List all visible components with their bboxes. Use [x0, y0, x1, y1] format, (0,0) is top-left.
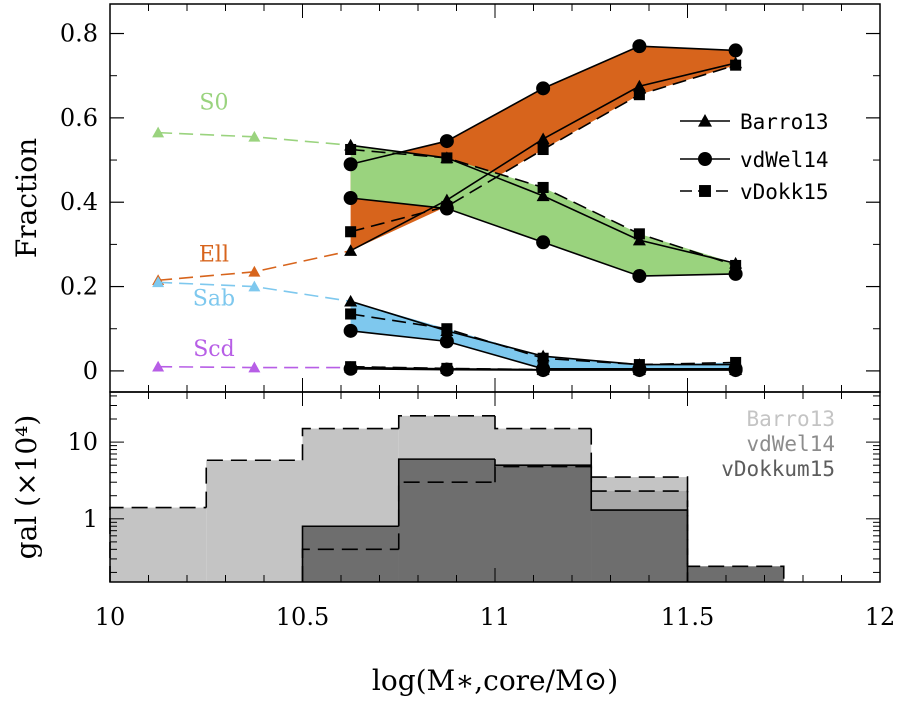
point-s0-vdokk15: [345, 143, 357, 156]
point-scd-vdokk15: [633, 364, 645, 376]
point-s0-vdokk15: [730, 259, 742, 272]
point-ell-vdokk15: [633, 89, 645, 101]
point-ell-vdokk15: [537, 143, 549, 156]
extension-marker-sab: [248, 280, 261, 292]
legend-marker-vdokk15: [699, 185, 711, 197]
xtick-label: 11.5: [661, 603, 714, 631]
bottom-ytick-label: 1: [83, 505, 98, 533]
hist-legend-vdokkum15: vDokkum15: [721, 457, 835, 481]
top-ytick-label: 0.8: [60, 20, 98, 48]
hist-legend-vdwel14: vdWel14: [746, 432, 835, 456]
point-scd-vdokk15: [441, 362, 453, 374]
xtick-label: 12: [865, 603, 896, 631]
point-scd-vdokk15: [537, 364, 549, 376]
extension-marker-s0: [248, 130, 261, 142]
bar-overlap: [398, 482, 495, 582]
legend-marker-barro13: [698, 114, 712, 127]
point-scd-vdokk15: [730, 364, 742, 376]
type-label-s0: S0: [199, 90, 228, 115]
fraction-panel: S0 Ell Sab Scd Barro13 vdWel14 vDokk15: [152, 39, 829, 378]
point-ell-vdwel14: [439, 134, 454, 149]
extension-marker-scd: [152, 360, 165, 372]
point-ell-vdokk15: [345, 226, 357, 238]
point-sab-vdokk15: [730, 356, 742, 369]
xtick-label: 11: [480, 603, 511, 631]
bar-barro13: [110, 507, 207, 582]
point-sab-vdokk15: [345, 308, 357, 320]
point-ell-vdwel14: [536, 81, 551, 96]
hist-outline-vdwel14: [301, 458, 689, 582]
bar-overlap: [591, 510, 688, 582]
type-label-ell: Ell: [199, 242, 229, 267]
xtick-label: 10.5: [276, 603, 329, 631]
top-ylabel: Fraction: [10, 138, 43, 258]
point-sab-vdokk15: [537, 352, 549, 364]
point-scd-vdokk15: [345, 361, 357, 373]
extension-marker-scd: [248, 361, 261, 373]
bar-overlap: [302, 549, 399, 582]
xtick-label: 10: [95, 603, 126, 631]
bar-barro13: [206, 460, 303, 582]
hist-legend-barro13: Barro13: [746, 407, 835, 431]
bottom-ylabel: gal (×10⁴): [10, 415, 43, 560]
point-s0-vdokk15: [537, 181, 549, 193]
point-s0-vdwel14: [343, 191, 358, 205]
point-s0-vdwel14: [536, 235, 551, 250]
xlabel: log(M∗,core/M⊙): [372, 664, 618, 697]
bottom-ytick-label: 10: [67, 428, 98, 456]
extension-marker-sab: [152, 276, 165, 288]
point-s0-vdokk15: [633, 228, 645, 240]
point-sab-barro13: [344, 294, 358, 307]
point-ell-vdokk15: [730, 59, 742, 71]
point-ell-barro13: [344, 244, 358, 256]
bar-vdokkum15-tail: [687, 566, 784, 582]
point-sab-vdwel14: [439, 334, 454, 349]
point-s0-vdwel14: [439, 201, 454, 216]
top-ytick-label: 0.4: [60, 188, 98, 216]
point-ell-vdwel14: [728, 43, 743, 58]
legend-label-vdwel14: vdWel14: [740, 148, 829, 172]
top-ytick-label: 0.2: [60, 273, 98, 301]
top-ytick-label: 0.6: [60, 104, 98, 132]
legend-label-vdokk15: vDokk15: [740, 180, 829, 204]
legend-marker-vdwel14: [698, 152, 712, 166]
top-ytick-label: 0: [83, 357, 98, 385]
point-sab-vdwel14: [343, 323, 358, 338]
envelope-sab: [350, 301, 736, 369]
point-ell-barro13: [536, 132, 550, 145]
axes-layer: 0 0.2 0.4 0.6 0.8 10 10.5 11 11.5 12 1 10 Fraction ga…: [10, 3, 896, 697]
extension-marker-s0: [152, 126, 165, 138]
point-s0-barro13: [632, 233, 646, 246]
hist-outline-vdokkum15: [301, 465, 785, 582]
point-s0-vdwel14: [632, 269, 647, 284]
point-ell-vdwel14: [632, 39, 647, 54]
type-label-sab: Sab: [193, 287, 235, 312]
extension-marker-ell: [248, 265, 261, 277]
bar-overlap: [495, 466, 592, 582]
legend-label-barro13: Barro13: [740, 110, 829, 134]
point-s0-vdokk15: [441, 152, 453, 164]
type-label-scd: Scd: [193, 337, 234, 362]
point-s0-barro13: [536, 189, 550, 202]
point-ell-vdwel14: [343, 157, 358, 172]
point-sab-vdokk15: [441, 323, 453, 335]
point-ell-barro13: [632, 79, 646, 92]
